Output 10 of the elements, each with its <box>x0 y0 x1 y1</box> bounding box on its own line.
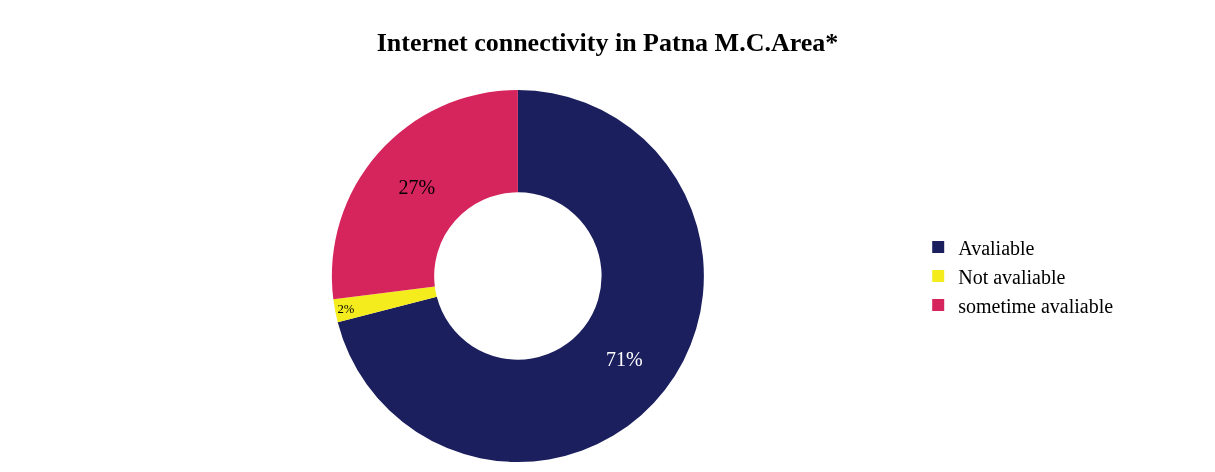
donut-slice <box>337 90 704 462</box>
legend-label: Not avaliable <box>958 265 1066 288</box>
data-label: 2% <box>337 302 355 317</box>
chart-title: Internet connectivity in Patna M.C.Area* <box>376 28 839 58</box>
legend-label: sometime avaliable <box>958 294 1114 317</box>
legend-label: Avaliable <box>958 236 1035 259</box>
donut-slice <box>331 90 518 300</box>
data-label: 27% <box>398 175 436 198</box>
donut-slice <box>333 286 437 323</box>
data-label: 71% <box>606 347 643 370</box>
